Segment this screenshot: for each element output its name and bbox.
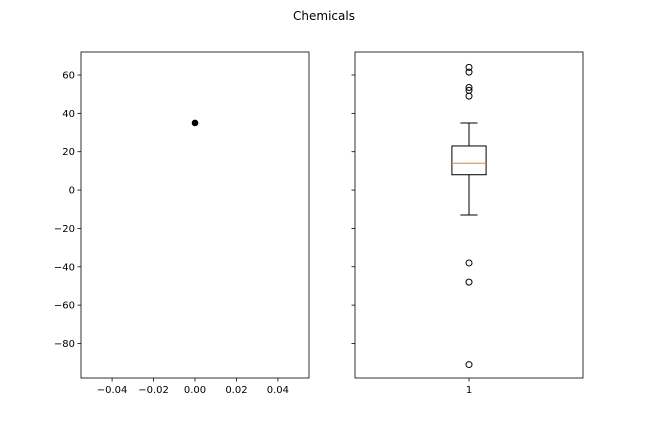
x-tick-label: 0.04 — [267, 385, 289, 396]
outlier-point — [465, 63, 473, 71]
scatter-points — [191, 119, 199, 127]
y-tick-label: −20 — [54, 224, 75, 235]
boxplot-panel: 1 — [351, 51, 584, 396]
scatter-x-axis: −0.04 −0.02 0.00 0.02 0.04 — [97, 378, 289, 396]
y-tick-label: 0 — [69, 186, 75, 197]
boxplot-x-axis: 1 — [466, 378, 472, 396]
scatter-axes-frame — [80, 51, 310, 379]
scatter-point — [191, 119, 199, 127]
y-tick-label: −80 — [54, 339, 75, 350]
y-tick-label: 60 — [62, 71, 75, 82]
outlier-point — [465, 259, 473, 267]
boxplot-outliers — [465, 63, 473, 369]
box-iqr — [451, 145, 487, 176]
x-tick-label: 0.00 — [184, 385, 206, 396]
y-tick-label: 20 — [62, 147, 75, 158]
y-tick-label: −60 — [54, 301, 75, 312]
outlier-point — [465, 68, 473, 76]
boxplot-y-axis — [351, 74, 355, 344]
boxplot-elements — [451, 122, 487, 216]
y-tick-label: −40 — [54, 262, 75, 273]
outlier-point — [465, 361, 473, 369]
figure-title: Chemicals — [293, 9, 355, 23]
scatter-y-axis: 60 40 20 0 −20 −40 −60 −80 — [54, 71, 81, 350]
x-tick-label: −0.04 — [97, 385, 128, 396]
x-tick-label: −0.02 — [138, 385, 169, 396]
y-tick-label: 40 — [62, 109, 75, 120]
x-tick-label: 0.02 — [225, 385, 247, 396]
outlier-point — [465, 92, 473, 100]
x-tick-label: 1 — [466, 385, 472, 396]
outlier-point — [465, 83, 473, 91]
outlier-point — [465, 278, 473, 286]
scatter-panel: 60 40 20 0 −20 −40 −60 −80 −0.04 −0.02 0.00 0.02 0.… — [54, 51, 310, 396]
